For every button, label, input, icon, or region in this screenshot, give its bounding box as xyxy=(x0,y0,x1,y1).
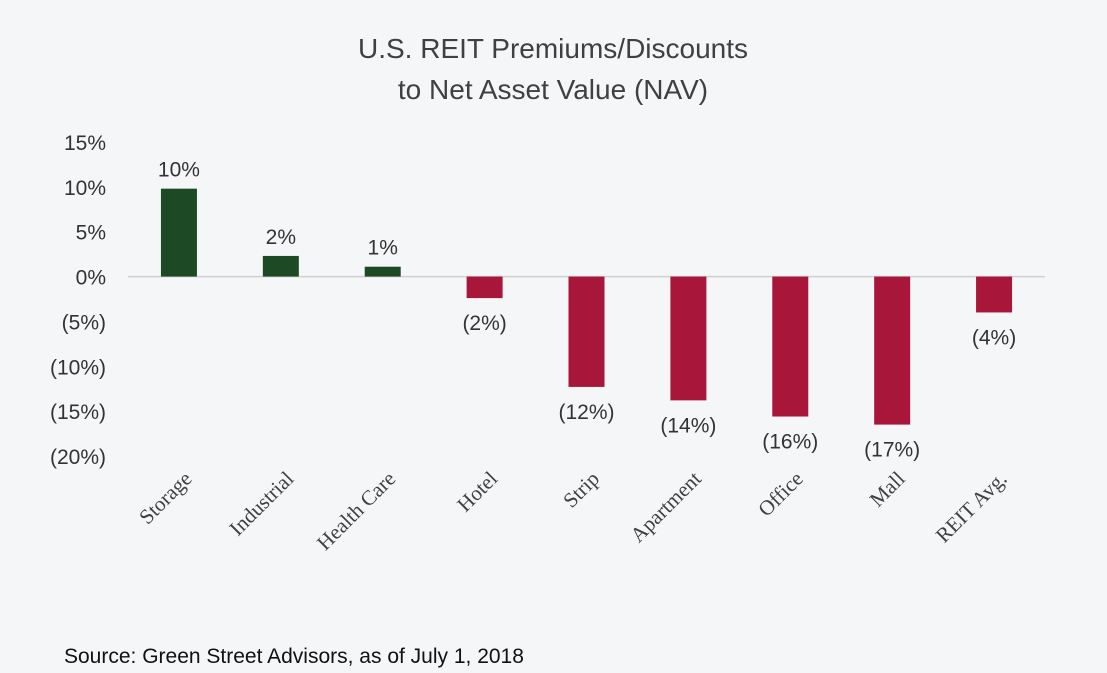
x-tick-label: Strip xyxy=(558,467,604,513)
chart-title-line-2: to Net Asset Value (NAV) xyxy=(398,74,708,105)
x-tick-label: Hotel xyxy=(452,466,502,516)
bar-apartment xyxy=(670,276,707,401)
bar-storage xyxy=(160,188,197,277)
data-label: (12%) xyxy=(558,401,614,424)
bar-health-care xyxy=(364,266,401,277)
bar-strip xyxy=(568,276,605,387)
x-tick-label: Mall xyxy=(865,466,910,511)
source-note: Source: Green Street Advisors, as of Jul… xyxy=(64,645,524,668)
data-label: (17%) xyxy=(864,439,920,462)
bars-group xyxy=(160,188,1013,425)
y-tick-label: (5%) xyxy=(62,311,106,334)
x-tick-label: REIT Avg. xyxy=(931,467,1012,548)
y-axis: 15% 10% 5% 0% (5%) (10%) (15%) (20%) xyxy=(50,132,106,469)
bar-reit-avg xyxy=(976,276,1013,313)
y-tick-label: (20%) xyxy=(50,446,106,469)
data-label: 1% xyxy=(368,237,398,260)
x-tick-label: Health Care xyxy=(312,467,400,555)
chart-title-line-1: U.S. REIT Premiums/Discounts xyxy=(358,33,748,64)
bar-industrial xyxy=(262,255,299,277)
bar-mall xyxy=(874,276,911,425)
y-tick-label: (10%) xyxy=(50,356,106,379)
data-label: (2%) xyxy=(462,312,506,335)
y-tick-label: 5% xyxy=(76,222,106,245)
y-tick-label: 15% xyxy=(64,132,106,155)
x-tick-label: Office xyxy=(753,467,808,522)
x-axis: Storage Industrial Health Care Hotel Strip Ap… xyxy=(134,466,1011,554)
bar-hotel xyxy=(466,276,503,299)
data-label: 2% xyxy=(266,226,296,249)
data-label: 10% xyxy=(158,159,200,182)
data-labels-group: 10% 2% 1% (2%) (12%) (14%) (16%) (17%) (4%) xyxy=(158,159,1016,462)
x-tick-label: Storage xyxy=(134,467,196,529)
y-tick-label: 0% xyxy=(76,267,106,290)
bar-office xyxy=(772,276,809,417)
x-tick-label: Apartment xyxy=(625,466,706,547)
data-label: (14%) xyxy=(660,414,716,437)
data-label: (4%) xyxy=(972,326,1016,349)
y-tick-label: 10% xyxy=(64,177,106,200)
data-label: (16%) xyxy=(762,431,818,454)
x-tick-label: Industrial xyxy=(224,466,298,540)
y-tick-label: (15%) xyxy=(50,401,106,424)
